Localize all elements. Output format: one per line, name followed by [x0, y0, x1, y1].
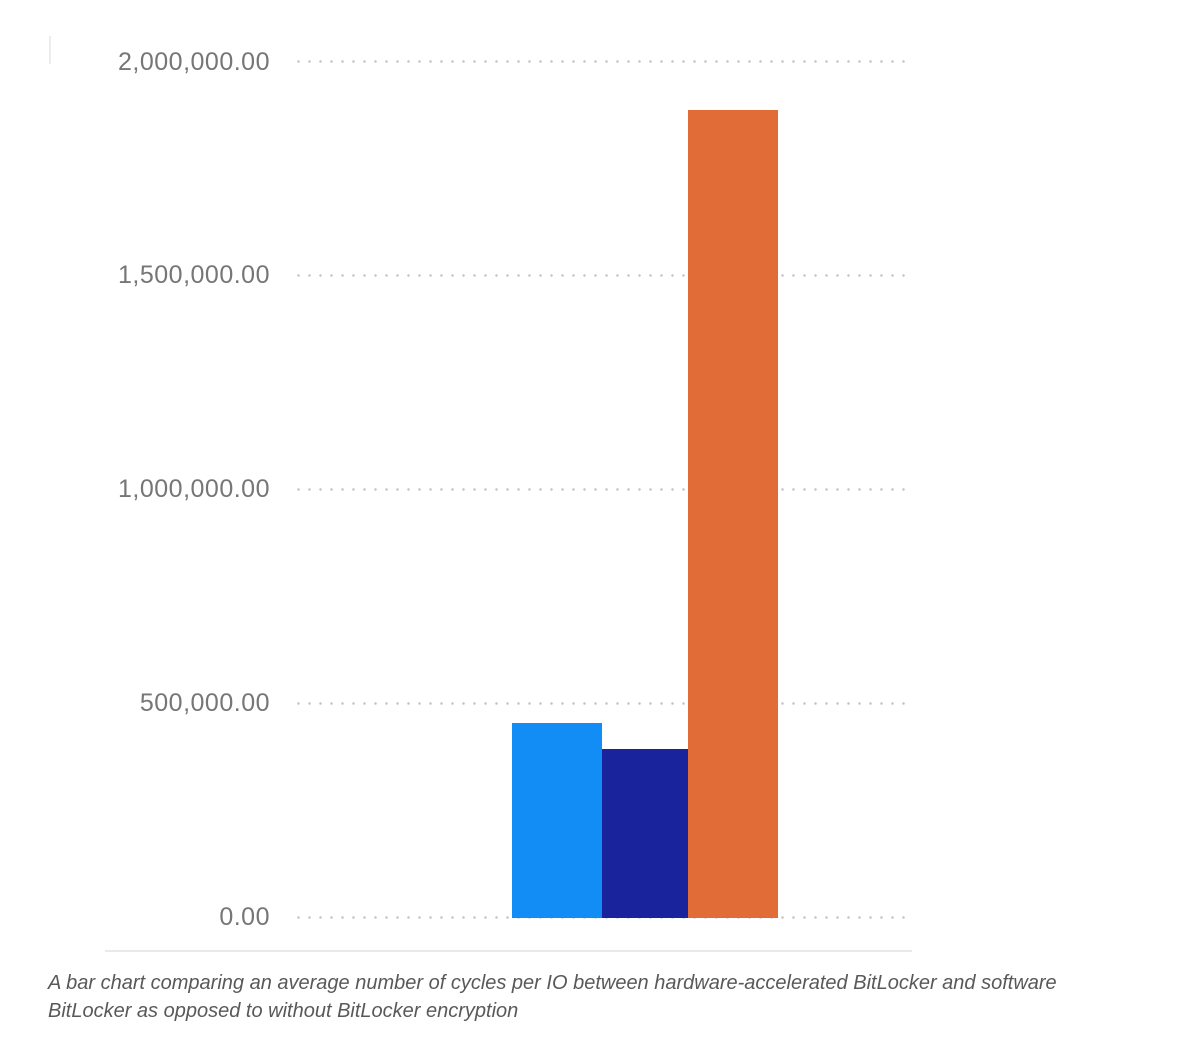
y-axis-tick-label: 1,000,000.00	[118, 475, 270, 503]
figure-caption-line-1: A bar chart comparing an average number …	[48, 972, 1057, 994]
figure-caption: A bar chart comparing an average number …	[48, 969, 1168, 1025]
figure-caption-line-2: BitLocker as opposed to without BitLocke…	[48, 1000, 519, 1022]
figure-edge-mark	[49, 36, 51, 64]
y-axis-tick-label: 0.00	[219, 903, 270, 931]
x-axis-baseline	[105, 950, 912, 952]
y-axis-tick-label: 2,000,000.00	[118, 48, 270, 76]
gridline-500000	[293, 702, 906, 705]
bar-series-3	[688, 110, 778, 918]
gridline-1000000	[293, 488, 906, 491]
y-axis-tick-label: 500,000.00	[139, 689, 270, 717]
bar-series-1	[512, 723, 602, 918]
gridline-2000000	[293, 60, 906, 63]
gridline-1500000	[293, 274, 906, 277]
bar-series-2	[602, 749, 688, 918]
y-axis-tick-label: 1,500,000.00	[118, 261, 270, 289]
